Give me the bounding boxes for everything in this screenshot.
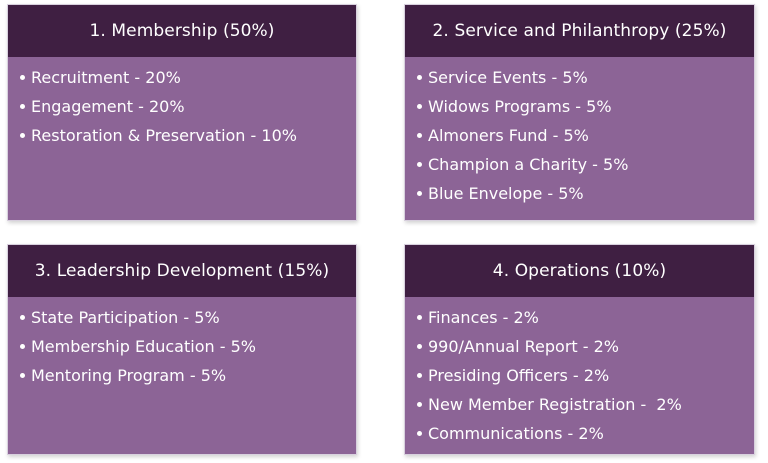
item-list: Recruitment - 20% Engagement - 20% Resto… xyxy=(20,63,356,150)
list-item: Widows Programs - 5% xyxy=(417,92,754,121)
item-text: Service Events - 5% xyxy=(428,68,588,87)
bullet-icon xyxy=(417,104,422,109)
card-header: 2. Service and Philanthropy (25%) xyxy=(405,5,754,57)
card-membership: 1. Membership (50%) Recruitment - 20% En… xyxy=(7,4,357,221)
bullet-icon xyxy=(417,344,422,349)
list-item: Engagement - 20% xyxy=(20,92,356,121)
list-item: Presiding Officers - 2% xyxy=(417,361,754,390)
list-item: Blue Envelope - 5% xyxy=(417,179,754,208)
card-body: Finances - 2% 990/Annual Report - 2% Pre… xyxy=(405,297,754,454)
list-item: Restoration & Preservation - 10% xyxy=(20,121,356,150)
item-text: New Member Registration - 2% xyxy=(428,395,682,414)
list-item: Recruitment - 20% xyxy=(20,63,356,92)
list-item: Finances - 2% xyxy=(417,303,754,332)
card-header: 1. Membership (50%) xyxy=(8,5,356,57)
item-text: Communications - 2% xyxy=(428,424,604,443)
item-text: Engagement - 20% xyxy=(31,97,185,116)
item-text: Almoners Fund - 5% xyxy=(428,126,589,145)
bullet-icon xyxy=(20,75,25,80)
list-item: 990/Annual Report - 2% xyxy=(417,332,754,361)
item-text: 990/Annual Report - 2% xyxy=(428,337,619,356)
bullet-icon xyxy=(20,133,25,138)
item-text: State Participation - 5% xyxy=(31,308,220,327)
card-leadership-development: 3. Leadership Development (15%) State Pa… xyxy=(7,244,357,455)
item-text: Blue Envelope - 5% xyxy=(428,184,584,203)
list-item: New Member Registration - 2% xyxy=(417,390,754,419)
item-text: Widows Programs - 5% xyxy=(428,97,612,116)
card-body: State Participation - 5% Membership Educ… xyxy=(8,297,356,454)
bullet-icon xyxy=(20,104,25,109)
item-list: Service Events - 5% Widows Programs - 5%… xyxy=(417,63,754,208)
item-text: Recruitment - 20% xyxy=(31,68,181,87)
bullet-icon xyxy=(417,133,422,138)
bullet-icon xyxy=(417,162,422,167)
bullet-icon xyxy=(417,191,422,196)
card-header: 3. Leadership Development (15%) xyxy=(8,245,356,297)
card-service-philanthropy: 2. Service and Philanthropy (25%) Servic… xyxy=(404,4,755,221)
list-item: Membership Education - 5% xyxy=(20,332,356,361)
list-item: Mentoring Program - 5% xyxy=(20,361,356,390)
item-text: Finances - 2% xyxy=(428,308,539,327)
card-body: Service Events - 5% Widows Programs - 5%… xyxy=(405,57,754,220)
card-title: 3. Leadership Development (15%) xyxy=(34,261,330,281)
list-item: Communications - 2% xyxy=(417,419,754,448)
card-title: 4. Operations (10%) xyxy=(492,261,667,281)
card-title: 2. Service and Philanthropy (25%) xyxy=(432,21,727,41)
item-text: Presiding Officers - 2% xyxy=(428,366,610,385)
item-list: State Participation - 5% Membership Educ… xyxy=(20,303,356,390)
item-text: Restoration & Preservation - 10% xyxy=(31,126,297,145)
bullet-icon xyxy=(417,402,422,407)
bullet-icon xyxy=(20,373,25,378)
item-text: Mentoring Program - 5% xyxy=(31,366,227,385)
item-list: Finances - 2% 990/Annual Report - 2% Pre… xyxy=(417,303,754,448)
card-operations: 4. Operations (10%) Finances - 2% 990/An… xyxy=(404,244,755,455)
item-text: Champion a Charity - 5% xyxy=(428,155,629,174)
card-title: 1. Membership (50%) xyxy=(89,21,275,41)
bullet-icon xyxy=(417,75,422,80)
bullet-icon xyxy=(417,315,422,320)
list-item: State Participation - 5% xyxy=(20,303,356,332)
bullet-icon xyxy=(417,373,422,378)
item-text: Membership Education - 5% xyxy=(31,337,256,356)
bullet-icon xyxy=(417,431,422,436)
list-item: Champion a Charity - 5% xyxy=(417,150,754,179)
bullet-icon xyxy=(20,344,25,349)
card-body: Recruitment - 20% Engagement - 20% Resto… xyxy=(8,57,356,220)
list-item: Service Events - 5% xyxy=(417,63,754,92)
bullet-icon xyxy=(20,315,25,320)
card-header: 4. Operations (10%) xyxy=(405,245,754,297)
list-item: Almoners Fund - 5% xyxy=(417,121,754,150)
